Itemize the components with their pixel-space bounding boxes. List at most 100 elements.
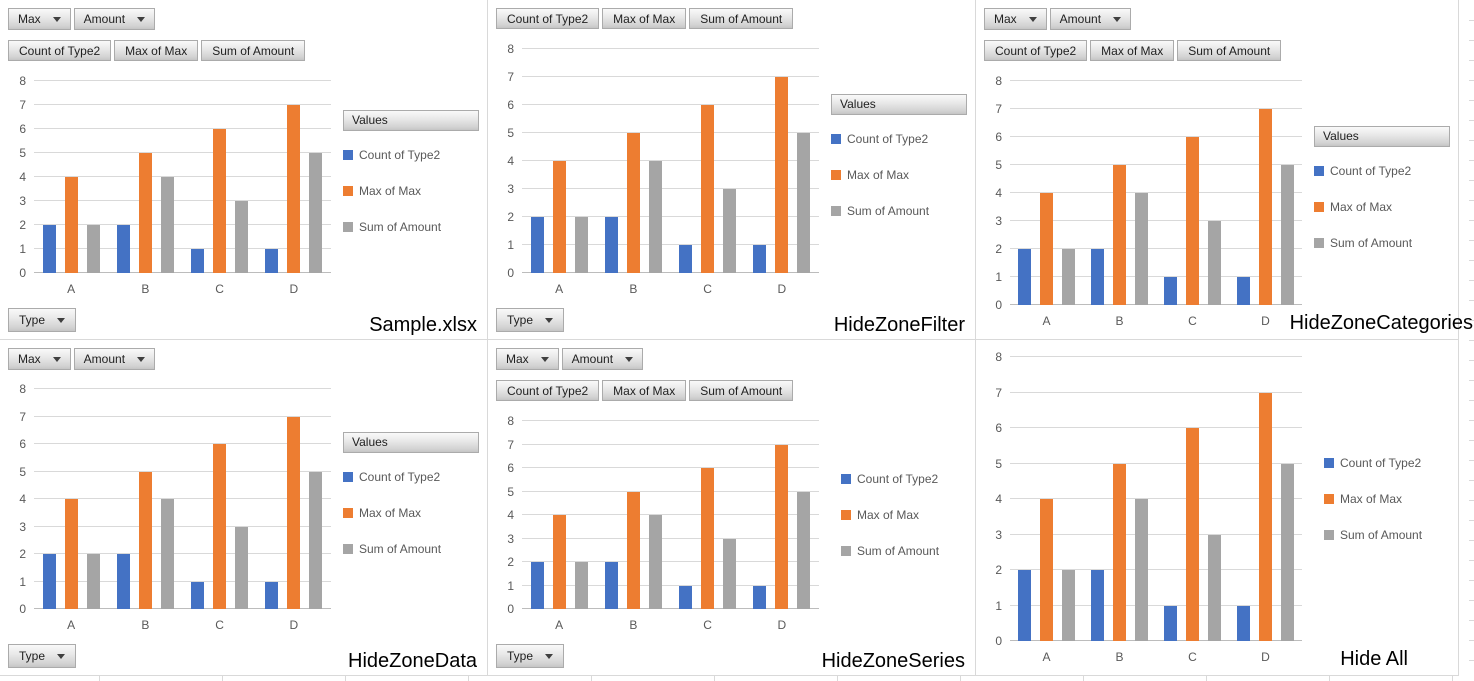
category-axis-labels: A B C D bbox=[1010, 641, 1302, 671]
gridline bbox=[522, 537, 819, 539]
gridline bbox=[34, 388, 331, 389]
panel-caption: HideZoneFilter bbox=[833, 314, 965, 336]
spreadsheet-row-gridline bbox=[1469, 420, 1474, 421]
values-field-button[interactable]: Values bbox=[1314, 125, 1450, 147]
field-button-sum-of-amount[interactable]: Sum of Amount bbox=[689, 8, 794, 29]
gridline bbox=[1010, 569, 1302, 570]
legend-item-max-of-max: Max of Max bbox=[1314, 200, 1450, 214]
bar-max-of-max-a bbox=[552, 515, 566, 609]
spreadsheet-row-gridline bbox=[1469, 320, 1474, 321]
filter-button-amount[interactable]: Amount bbox=[73, 8, 156, 30]
legend-item-count-of-type2: Count of Type2 bbox=[1324, 456, 1450, 470]
filter-button-max[interactable]: Max bbox=[8, 8, 71, 30]
field-button-max-of-max[interactable]: Max of Max bbox=[1090, 40, 1175, 61]
field-button-count-of-type2[interactable]: Count of Type2 bbox=[496, 8, 600, 29]
category-label-a: A bbox=[1042, 650, 1051, 664]
bar-sum-of-amount-b bbox=[1135, 193, 1148, 305]
spreadsheet-row-gridline bbox=[1469, 380, 1474, 381]
y-axis-tick-label: 8 bbox=[19, 74, 26, 88]
y-axis-tick-label: 2 bbox=[995, 242, 1002, 256]
plot-column: A B C D bbox=[34, 80, 331, 303]
gridline bbox=[1010, 356, 1302, 357]
legend-item-sum-of-amount: Sum of Amount bbox=[343, 220, 479, 234]
y-axis-tick-label: 8 bbox=[507, 42, 514, 56]
field-button-sum-of-amount[interactable]: Sum of Amount bbox=[201, 40, 306, 61]
bar-count-of-type2-a bbox=[1018, 570, 1031, 641]
bar-sum-of-amount-d bbox=[797, 491, 811, 609]
gridline bbox=[34, 80, 331, 81]
field-button-max-of-max[interactable]: Max of Max bbox=[602, 8, 687, 29]
bar-count-of-type2-c bbox=[679, 245, 693, 273]
category-label-c: C bbox=[215, 618, 224, 632]
spreadsheet-column-gridline bbox=[1329, 676, 1330, 681]
x-axis-line bbox=[1010, 304, 1302, 305]
category-group-a bbox=[34, 81, 108, 273]
category-group-d bbox=[257, 389, 331, 609]
bar-max-of-max-d bbox=[775, 444, 789, 609]
type-button-label: Type bbox=[507, 649, 534, 663]
filter-button-amount[interactable]: Amount bbox=[73, 348, 156, 370]
legend-label: Max of Max bbox=[1340, 492, 1403, 506]
spreadsheet-row-gridline bbox=[1469, 60, 1474, 61]
field-button-sum-of-amount[interactable]: Sum of Amount bbox=[1177, 40, 1282, 61]
dropdown-arrow-icon bbox=[52, 16, 61, 22]
legend-swatch bbox=[831, 205, 841, 216]
filter-button-max[interactable]: Max bbox=[984, 8, 1047, 30]
spreadsheet-column-gridline bbox=[1083, 676, 1084, 681]
gridline bbox=[34, 248, 331, 249]
category-group-c bbox=[183, 389, 257, 609]
chart: 0 1 2 3 4 5 6 7 8 A B C D Values Count of Type2 Max of … bbox=[984, 74, 1450, 335]
y-axis-tick-label: 2 bbox=[995, 563, 1002, 577]
field-button-count-of-type2[interactable]: Count of Type2 bbox=[496, 380, 600, 401]
field-button-count-of-type2[interactable]: Count of Type2 bbox=[984, 40, 1088, 61]
spreadsheet-row-gridline bbox=[1469, 200, 1474, 201]
y-axis-tick-label: 3 bbox=[995, 214, 1002, 228]
gridline bbox=[34, 580, 331, 582]
spreadsheet-column-gridline bbox=[468, 676, 469, 681]
type-field-button[interactable]: Type bbox=[496, 308, 565, 332]
filter-button-amount[interactable]: Amount bbox=[1049, 8, 1132, 30]
y-axis-tick-label: 5 bbox=[507, 484, 514, 499]
filter-button-amount[interactable]: Amount bbox=[561, 348, 644, 370]
field-button-max-of-max[interactable]: Max of Max bbox=[602, 380, 687, 401]
bar-sum-of-amount-d bbox=[797, 133, 811, 273]
category-label-d: D bbox=[777, 282, 787, 296]
y-axis-tick-label: 2 bbox=[19, 547, 26, 561]
category-label-d: D bbox=[289, 282, 299, 296]
values-field-button[interactable]: Values bbox=[343, 109, 479, 131]
spreadsheet-row-gridline bbox=[1469, 40, 1474, 41]
legend-item-sum-of-amount: Sum of Amount bbox=[831, 204, 967, 218]
gridline bbox=[34, 553, 331, 554]
bar-sum-of-amount-c bbox=[235, 201, 249, 273]
type-field-button[interactable]: Type bbox=[496, 644, 565, 668]
category-label-b: B bbox=[141, 282, 150, 296]
y-axis-tick-label: 0 bbox=[995, 634, 1002, 648]
field-button-sum-of-amount[interactable]: Sum of Amount bbox=[689, 380, 794, 401]
values-field-button[interactable]: Values bbox=[343, 431, 479, 453]
filter-button-max[interactable]: Max bbox=[8, 348, 71, 370]
field-button-count-of-type2[interactable]: Count of Type2 bbox=[8, 40, 112, 61]
spreadsheet-row-gridline bbox=[1469, 280, 1474, 281]
pivot-chart-panel: Max Amount 0 1 2 3 4 5 6 7 8 A B C D Values Count of Typ… bbox=[0, 340, 488, 676]
gridline bbox=[1010, 498, 1302, 499]
type-button-label: Type bbox=[19, 313, 46, 327]
legend-item-max-of-max: Max of Max bbox=[1324, 492, 1450, 506]
legend-item-count-of-type2: Count of Type2 bbox=[841, 472, 967, 486]
y-axis-tick-label: 1 bbox=[507, 238, 514, 252]
y-axis-tick-label: 6 bbox=[507, 461, 514, 475]
y-axis-tick-label: 1 bbox=[507, 578, 514, 593]
gridline bbox=[1010, 136, 1302, 137]
type-field-button[interactable]: Type bbox=[8, 308, 77, 332]
spreadsheet-row-gridline bbox=[1469, 640, 1474, 641]
bar-sum-of-amount-a bbox=[86, 225, 100, 273]
gridline bbox=[34, 525, 331, 527]
bar-max-of-max-d bbox=[1259, 109, 1272, 305]
y-axis-tick-label: 3 bbox=[995, 527, 1002, 542]
field-button-max-of-max[interactable]: Max of Max bbox=[114, 40, 199, 61]
values-field-button[interactable]: Values bbox=[831, 93, 967, 115]
chart: 0 1 2 3 4 5 6 7 8 A B C D Values Count of Type2 Max of … bbox=[8, 74, 479, 303]
y-axis-tick-label: 0 bbox=[19, 266, 26, 280]
filter-button-max[interactable]: Max bbox=[496, 348, 559, 370]
category-group-b bbox=[108, 389, 182, 609]
type-field-button[interactable]: Type bbox=[8, 644, 77, 668]
